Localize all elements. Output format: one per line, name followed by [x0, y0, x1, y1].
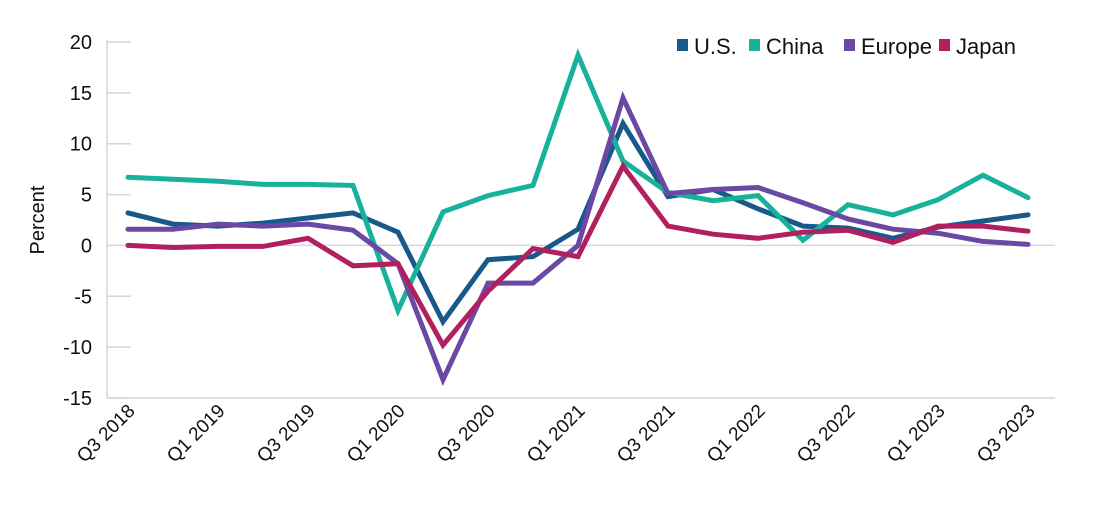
x-tick-label: Q1 2022 — [703, 401, 769, 467]
x-tick-label: Q1 2023 — [883, 401, 949, 467]
legend-item: Europe — [844, 34, 932, 59]
legend-label: China — [766, 34, 824, 59]
y-tick-label: -15 — [63, 388, 92, 410]
x-tick-label: Q1 2019 — [163, 401, 229, 467]
x-tick-label: Q1 2021 — [523, 401, 589, 467]
legend-label: Japan — [956, 34, 1016, 59]
x-tick-label: Q3 2023 — [973, 401, 1039, 467]
series-line-china — [128, 55, 1028, 310]
x-tick-label: Q1 2020 — [343, 401, 409, 467]
y-tick-label: 10 — [70, 134, 92, 156]
legend-item: U.S. — [677, 34, 737, 59]
x-tick-label: Q3 2021 — [613, 401, 679, 467]
y-tick-label: -5 — [74, 286, 92, 308]
series-line-japan — [128, 166, 1028, 345]
y-tick-label: -10 — [63, 337, 92, 359]
legend-swatch — [844, 39, 855, 51]
legend-swatch — [677, 39, 688, 51]
y-tick-label: 5 — [81, 185, 92, 207]
legend-label: U.S. — [694, 34, 737, 59]
y-axis: 20 15 10 5 0 -5 -10 -15 — [63, 32, 1055, 410]
legend-swatch — [749, 39, 760, 51]
x-tick-label: Q3 2022 — [793, 401, 859, 467]
series-lines — [128, 55, 1028, 380]
legend: U.S. China Europe Japan — [677, 34, 1016, 59]
y-tick-label: 20 — [70, 32, 92, 54]
y-tick-label: 0 — [81, 235, 92, 257]
y-axis-label: Percent — [27, 185, 49, 254]
legend-item: China — [749, 34, 824, 59]
legend-label: Europe — [861, 34, 932, 59]
series-line-us — [128, 123, 1028, 321]
legend-swatch — [939, 39, 950, 51]
x-tick-label: Q3 2019 — [253, 401, 319, 467]
x-tick-label: Q3 2018 — [73, 401, 139, 467]
legend-item: Japan — [939, 34, 1016, 59]
x-axis: Q3 2018 Q1 2019 Q3 2019 Q1 2020 Q3 2020 Q1 20… — [73, 398, 1055, 467]
y-tick-label: 15 — [70, 83, 92, 105]
x-tick-label: Q3 2020 — [433, 401, 499, 467]
